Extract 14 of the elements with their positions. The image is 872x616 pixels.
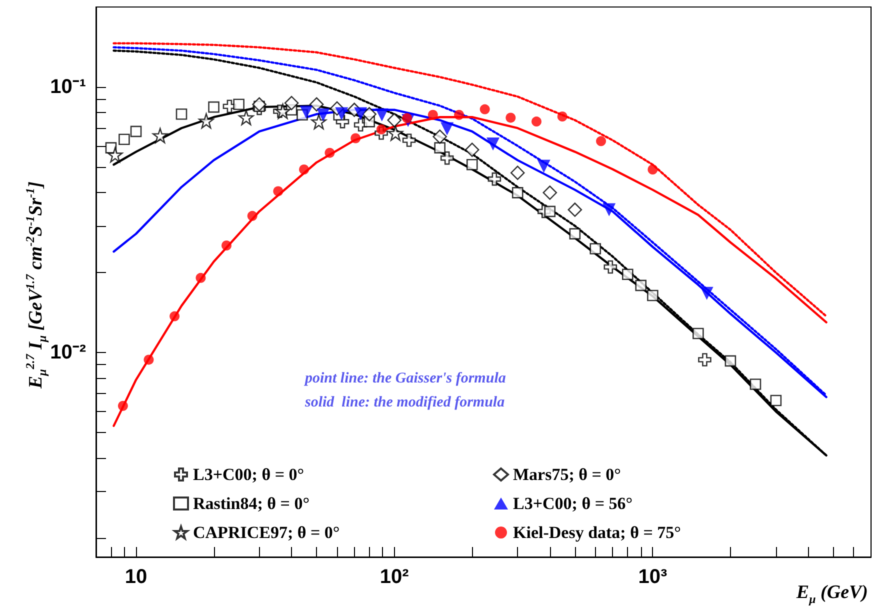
- x-axis-title: E$_{μ}$ (GeV): [796, 582, 868, 606]
- legend-label: Kiel-Desy data; θ = 75°: [513, 523, 681, 542]
- x-tick-label: 10³: [638, 566, 668, 588]
- legend-label: L3+C00; θ = 56°: [513, 494, 633, 513]
- y-tick-label: 10⁻²: [50, 342, 86, 364]
- annotation: solid line: the modified formula: [304, 394, 506, 410]
- legend-label: L3+C00; θ = 0°: [193, 465, 304, 484]
- x-tick-label: 10²: [380, 566, 410, 588]
- annotation: point line: the Gaisser's formula: [303, 370, 506, 386]
- x-tick-label: 10: [124, 566, 148, 588]
- legend-label: CAPRICE97; θ = 0°: [193, 523, 340, 542]
- legend-label: Mars75; θ = 0°: [513, 465, 621, 484]
- legend-label: Rastin84; θ = 0°: [193, 494, 310, 513]
- y-tick-label: 10⁻¹: [50, 76, 86, 98]
